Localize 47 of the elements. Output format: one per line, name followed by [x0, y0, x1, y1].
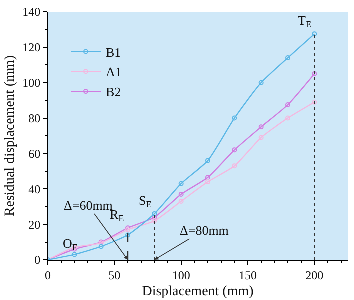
legend-label: A1: [106, 64, 122, 80]
x-tick-label: 0: [45, 268, 51, 282]
point: [286, 102, 290, 108]
point: [126, 232, 130, 238]
point: [258, 135, 264, 140]
point: [152, 214, 158, 220]
point: [312, 100, 318, 105]
y-tick-label: 100: [22, 76, 41, 90]
ref-line-label: S$_{E}$: [139, 193, 152, 210]
y-tick-label: 80: [28, 111, 41, 126]
y-tick-label: 120: [22, 40, 41, 55]
point: [258, 80, 264, 86]
line-series: [48, 32, 318, 260]
annotation: Δ=80mm: [180, 223, 229, 238]
x-tick-label: 150: [239, 268, 257, 282]
point: [72, 252, 78, 258]
y-tick-label: 20: [28, 218, 41, 232]
y-tick-label: 60: [28, 146, 41, 161]
legend-label: B1: [106, 44, 122, 60]
y-tick-label: 140: [22, 5, 41, 20]
point: [178, 181, 184, 186]
x-tick-label: 200: [306, 268, 324, 282]
point: [178, 199, 184, 204]
legend-label: B2: [106, 84, 122, 100]
point: [206, 175, 210, 180]
point: [286, 56, 290, 61]
point: [312, 72, 318, 76]
point: [286, 116, 290, 121]
ref-line-label: T$_{E}$: [298, 13, 312, 30]
point: [206, 180, 210, 185]
y-tick-label: 40: [28, 182, 41, 196]
point: [206, 158, 210, 164]
point: [152, 211, 158, 216]
point: [178, 192, 184, 197]
x-tick-label: 100: [172, 268, 190, 282]
point: [152, 218, 158, 224]
point: [232, 148, 238, 153]
point: [312, 32, 318, 37]
annotation: O$_{E}$: [63, 236, 78, 253]
point: [232, 116, 238, 121]
x-axis-title: Displacement (mm): [142, 284, 254, 300]
point: [232, 164, 238, 169]
point: [258, 124, 264, 130]
y-tick-label: 0: [34, 253, 41, 268]
point: [98, 244, 104, 250]
y-axis-title: Residual displacement (mm): [3, 55, 18, 216]
x-tick-label: 50: [108, 268, 121, 282]
